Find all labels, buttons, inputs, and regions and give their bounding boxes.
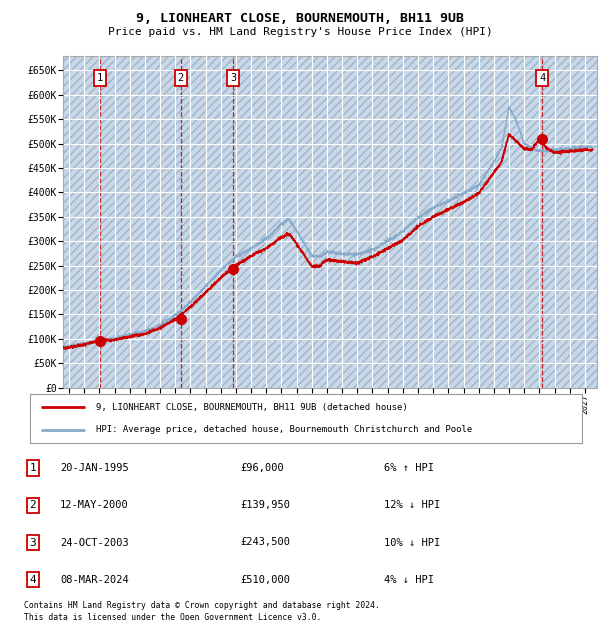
- Text: £96,000: £96,000: [240, 463, 284, 473]
- FancyBboxPatch shape: [30, 394, 582, 443]
- Text: 08-MAR-2024: 08-MAR-2024: [60, 575, 129, 585]
- Text: 9, LIONHEART CLOSE, BOURNEMOUTH, BH11 9UB (detached house): 9, LIONHEART CLOSE, BOURNEMOUTH, BH11 9U…: [96, 402, 408, 412]
- Text: 24-OCT-2003: 24-OCT-2003: [60, 538, 129, 547]
- Text: 12% ↓ HPI: 12% ↓ HPI: [384, 500, 440, 510]
- Text: 20-JAN-1995: 20-JAN-1995: [60, 463, 129, 473]
- Text: 12-MAY-2000: 12-MAY-2000: [60, 500, 129, 510]
- Text: 4% ↓ HPI: 4% ↓ HPI: [384, 575, 434, 585]
- Text: HPI: Average price, detached house, Bournemouth Christchurch and Poole: HPI: Average price, detached house, Bour…: [96, 425, 472, 435]
- Text: £139,950: £139,950: [240, 500, 290, 510]
- Text: 3: 3: [29, 538, 37, 547]
- Text: 10% ↓ HPI: 10% ↓ HPI: [384, 538, 440, 547]
- Text: 3: 3: [230, 73, 236, 82]
- Text: 4: 4: [539, 73, 545, 82]
- Text: 2: 2: [29, 500, 37, 510]
- Text: This data is licensed under the Open Government Licence v3.0.: This data is licensed under the Open Gov…: [24, 613, 322, 620]
- Text: 9, LIONHEART CLOSE, BOURNEMOUTH, BH11 9UB: 9, LIONHEART CLOSE, BOURNEMOUTH, BH11 9U…: [136, 12, 464, 25]
- Text: £243,500: £243,500: [240, 538, 290, 547]
- Text: Contains HM Land Registry data © Crown copyright and database right 2024.: Contains HM Land Registry data © Crown c…: [24, 601, 380, 611]
- Text: 1: 1: [29, 463, 37, 473]
- Text: 6% ↑ HPI: 6% ↑ HPI: [384, 463, 434, 473]
- Text: 2: 2: [178, 73, 184, 82]
- Text: 1: 1: [97, 73, 103, 82]
- Text: Price paid vs. HM Land Registry's House Price Index (HPI): Price paid vs. HM Land Registry's House …: [107, 27, 493, 37]
- Text: 4: 4: [29, 575, 37, 585]
- Text: £510,000: £510,000: [240, 575, 290, 585]
